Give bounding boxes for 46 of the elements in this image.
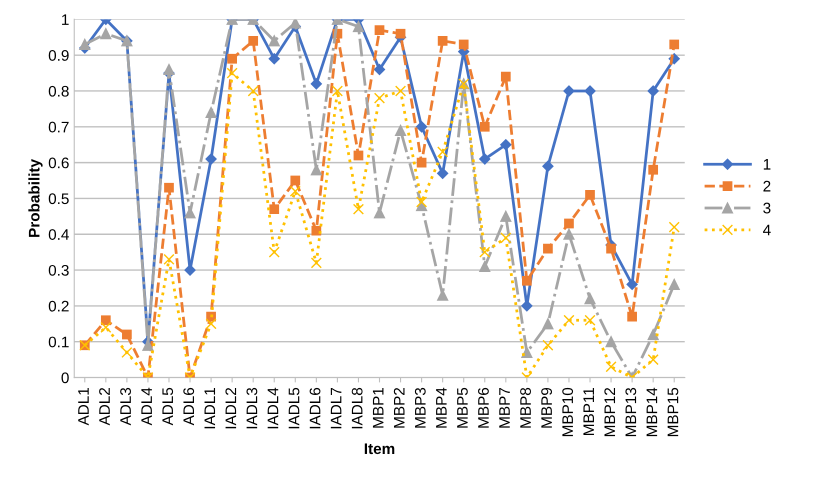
x-tick-label: ADL4	[141, 388, 152, 426]
x-tick-label: MBP5	[457, 388, 468, 428]
y-tick-label: 0	[61, 372, 69, 384]
x-axis-title: Item	[364, 443, 394, 454]
x-tick-label: MBP12	[604, 388, 616, 436]
x-tick-label: MBP15	[668, 388, 678, 436]
y-tick-label: 0.4	[48, 229, 69, 240]
x-tick-label: ADL2	[99, 388, 110, 426]
y-tick-label: 0.5	[48, 193, 69, 204]
y-tick-label: 0.1	[48, 336, 69, 348]
x-tick-label: MBP8	[520, 388, 531, 428]
x-tick-label: ADL1	[78, 388, 89, 426]
x-tick-label: MBP2	[394, 388, 404, 428]
y-tick-label: 0.6	[48, 157, 69, 168]
legend-label: 4	[763, 224, 771, 236]
x-tick-label: MBP10	[562, 388, 574, 436]
y-axis-title: Probability	[28, 159, 43, 237]
x-tick-label: MBP14	[646, 388, 658, 436]
x-tick-label: MBP1	[372, 388, 384, 428]
x-tick-label: MBP7	[499, 388, 510, 428]
x-tick-label: MBP11	[583, 388, 594, 435]
x-tick-label: IADL8	[352, 388, 363, 428]
legend-label: 2	[763, 180, 770, 192]
y-tick-label: 0.7	[48, 122, 69, 132]
legend-label: 3	[763, 202, 770, 214]
x-tick-label: IADL5	[288, 388, 300, 428]
x-tick-label: ADL3	[120, 388, 131, 426]
x-tick-label: MBP4	[436, 388, 447, 428]
x-tick-label: IADL1	[204, 388, 216, 428]
y-tick-label: 0.8	[48, 86, 69, 97]
x-tick-label: IADL3	[246, 388, 258, 428]
x-tick-label: ADL6	[183, 388, 194, 426]
x-tick-label: IADL4	[268, 388, 278, 428]
x-tick-label: MBP13	[625, 388, 636, 436]
x-tick-label: IADL6	[310, 388, 320, 428]
x-tick-label: MBP6	[478, 388, 489, 428]
y-tick-label: 0.3	[48, 264, 69, 276]
x-tick-label: ADL5	[162, 388, 174, 426]
y-tick-label: 0.9	[48, 50, 69, 61]
x-tick-label: MBP3	[414, 388, 426, 428]
x-tick-label: IADL2	[225, 388, 236, 428]
y-tick-label: 1	[62, 14, 69, 25]
x-tick-label: IADL7	[330, 388, 342, 428]
y-tick-label: 0.2	[48, 300, 69, 312]
legend-label: 1	[764, 159, 770, 170]
x-tick-label: MBP9	[541, 388, 552, 428]
